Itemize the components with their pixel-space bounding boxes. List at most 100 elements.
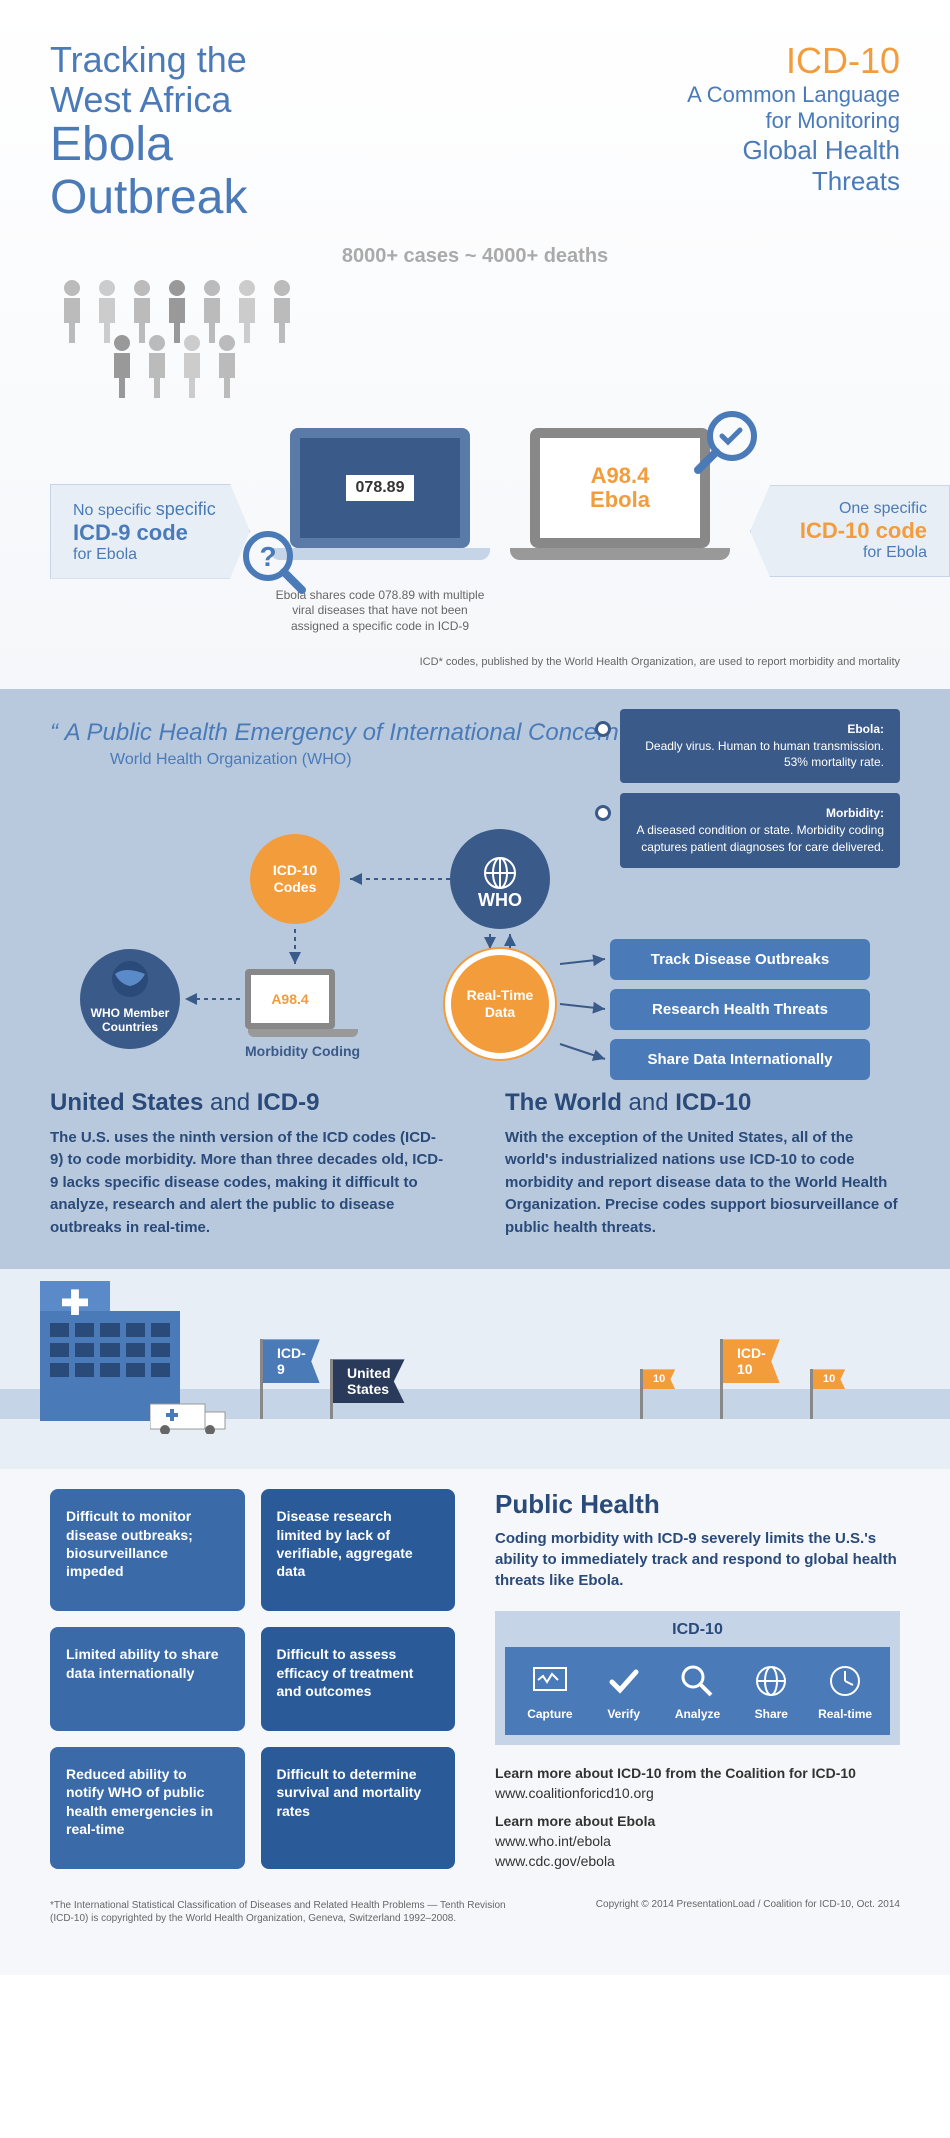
flag-10a-label: 10 — [643, 1369, 675, 1389]
bullet-dot-icon — [595, 721, 611, 737]
title-right: ICD-10 A Common Language for Monitoring … — [687, 40, 900, 225]
feature-realtime: Real-time — [808, 1661, 882, 1721]
question-magnify-icon: ? — [240, 528, 310, 598]
title-l1: Tracking the — [50, 39, 247, 80]
footer-right: Copyright © 2014 PresentationLoad / Coal… — [596, 1899, 900, 1925]
code-ebola: Ebola — [590, 487, 650, 512]
flag-10-small: 10 — [640, 1369, 643, 1419]
lbl-analyze: Analyze — [661, 1707, 735, 1721]
problem-item: Disease research limited by lack of veri… — [261, 1489, 456, 1611]
laptop-icd10: A98.4Ebola — [510, 428, 730, 578]
morbidity-laptop: A98.4 Morbidity Coding — [245, 969, 360, 1059]
ambulance-icon — [150, 1394, 230, 1434]
feature-share: Share — [734, 1661, 808, 1721]
feature-verify: Verify — [587, 1661, 661, 1721]
callout-icd9: No specific specific ICD-9 code for Ebol… — [50, 484, 250, 579]
header-section: Tracking the West Africa Ebola Outbreak … — [0, 0, 950, 689]
icd10-code: ICD-10 — [687, 40, 900, 82]
problem-item: Reduced ability to notify WHO of public … — [50, 1747, 245, 1869]
monitor-icon — [532, 1666, 568, 1696]
title-row: Tracking the West Africa Ebola Outbreak … — [50, 40, 900, 225]
col2-a: The World — [505, 1089, 622, 1116]
stats-text: 8000+ cases ~ 4000+ deaths — [50, 245, 900, 268]
lbl-capture: Capture — [513, 1707, 587, 1721]
public-health-section: ICD-9 United States 10 ICD-10 10 Difficu… — [0, 1269, 950, 1975]
footer-left: *The International Statistical Classific… — [50, 1899, 530, 1925]
mini-code: A98.4 — [271, 991, 308, 1007]
col1-c: ICD-9 — [257, 1089, 320, 1116]
col-world: The World and ICD-10 With the exception … — [505, 1089, 900, 1240]
public-health-col: Public Health Coding morbidity with ICD-… — [495, 1489, 900, 1869]
cityscape: ICD-9 United States 10 ICD-10 10 — [0, 1269, 950, 1469]
ebola-title: Ebola: — [636, 721, 884, 738]
learn-more: Learn more about ICD-10 from the Coaliti… — [495, 1765, 900, 1869]
lbl-realtime: Real-time — [808, 1707, 882, 1721]
callout-r-2: ICD-10 code — [773, 518, 927, 544]
pill-research: Research Health Threats — [610, 989, 870, 1030]
globe-icon — [753, 1663, 789, 1699]
icon-row: Capture Verify Analyze Share Real-time — [505, 1647, 890, 1735]
learn2-link2: www.cdc.gov/ebola — [495, 1853, 900, 1869]
callout-l-2: ICD-9 code — [73, 520, 227, 546]
comparison-columns: United States and ICD-9 The U.S. uses th… — [50, 1089, 900, 1240]
ebola-body: Deadly virus. Human to human transmissio… — [636, 738, 884, 772]
icd10-features: ICD-10 Capture Verify Analyze Share Real… — [495, 1611, 900, 1745]
flag-us-label: United States — [333, 1359, 405, 1403]
flag-icd10: ICD-10 — [720, 1339, 723, 1419]
mini-label: Morbidity Coding — [245, 1043, 360, 1059]
flag-icd9-label: ICD-9 — [263, 1339, 320, 1383]
check-magnify-icon — [690, 408, 760, 478]
title-left: Tracking the West Africa Ebola Outbreak — [50, 40, 247, 225]
feature-analyze: Analyze — [661, 1661, 735, 1721]
subtitle-l2: for Monitoring — [687, 108, 900, 134]
problem-item: Limited ability to share data internatio… — [50, 1627, 245, 1731]
lbl-share: Share — [734, 1707, 808, 1721]
check-icon — [606, 1666, 642, 1696]
learn2-title: Learn more about Ebola — [495, 1813, 900, 1829]
who-label: WHO — [478, 890, 522, 911]
ph-title: Public Health — [495, 1489, 900, 1520]
globe-label: WHO Member Countries — [80, 1006, 180, 1035]
learn2-link1: www.who.int/ebola — [495, 1833, 900, 1849]
callout-l-1: No specific — [73, 502, 151, 519]
problem-item: Difficult to determine survival and mort… — [261, 1747, 456, 1869]
clock-icon — [827, 1663, 863, 1699]
callout-r-3: for Ebola — [773, 544, 927, 562]
col2-b: and — [622, 1089, 675, 1116]
flag-10-small: 10 — [810, 1369, 813, 1419]
who-section: “ A Public Health Emergency of Internati… — [0, 689, 950, 1270]
subtitle-l3: Global Health — [687, 135, 900, 166]
flag-icd10-label: ICD-10 — [723, 1339, 780, 1383]
lbl-verify: Verify — [587, 1707, 661, 1721]
cross-icon — [62, 1289, 88, 1315]
title-l3: Ebola — [50, 118, 173, 171]
title-l4: Outbreak — [50, 171, 247, 224]
laptop-icd9: 078.89 ? Ebola shares code 078.89 with m… — [270, 428, 490, 635]
flag-icd9: ICD-9 — [260, 1339, 263, 1419]
info-ebola: Ebola: Deadly virus. Human to human tran… — [620, 709, 900, 783]
col1-a: United States — [50, 1089, 203, 1116]
callout-l-3: for Ebola — [73, 546, 227, 564]
realtime-data-node: Real-Time Data — [445, 949, 555, 1059]
learn1-title: Learn more about ICD-10 from the Coaliti… — [495, 1765, 900, 1781]
icd-footnote: ICD* codes, published by the World Healt… — [50, 655, 900, 669]
who-node: WHO — [450, 829, 550, 929]
search-icon — [679, 1663, 715, 1699]
col2-body: With the exception of the United States,… — [505, 1127, 900, 1240]
title-l2: West Africa — [50, 79, 231, 120]
icd-codes-node: ICD-10 Codes — [250, 834, 340, 924]
people-icons — [50, 278, 900, 398]
problems-grid: Difficult to monitor disease outbreaks; … — [50, 1489, 455, 1869]
bottom-content: Difficult to monitor disease outbreaks; … — [0, 1469, 950, 1889]
member-countries-node: WHO Member Countries — [80, 949, 180, 1049]
quote-text: A Public Health Emergency of Internation… — [65, 719, 619, 746]
laptop-comparison: No specific specific ICD-9 code for Ebol… — [50, 428, 900, 635]
ph-body: Coding morbidity with ICD-9 severely lim… — [495, 1528, 900, 1591]
subtitle-l4: Threats — [687, 166, 900, 197]
bar-title: ICD-10 — [505, 1621, 890, 1639]
pill-track: Track Disease Outbreaks — [610, 939, 870, 980]
subtitle-l1: A Common Language — [687, 82, 900, 108]
problem-item: Difficult to monitor disease outbreaks; … — [50, 1489, 245, 1611]
col1-b: and — [203, 1089, 256, 1116]
feature-capture: Capture — [513, 1661, 587, 1721]
